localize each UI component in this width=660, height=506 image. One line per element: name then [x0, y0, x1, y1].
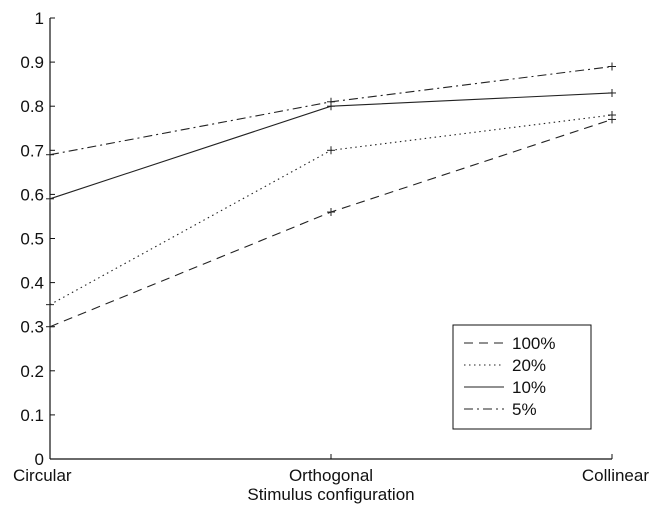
legend-label: 10% — [512, 378, 546, 397]
legend-label: 5% — [512, 400, 537, 419]
y-tick-label: 0.3 — [20, 318, 44, 337]
data-point-marker — [608, 88, 616, 97]
data-point-marker — [608, 62, 616, 71]
legend: 100% 20% 10% 5% — [452, 324, 592, 430]
y-tick-label: 0 — [35, 450, 44, 469]
y-tick-label: 0.8 — [20, 97, 44, 116]
x-axis-title: Stimulus configuration — [247, 485, 414, 504]
data-point-marker — [46, 194, 54, 203]
series-layer — [46, 62, 616, 331]
legend-box — [452, 324, 592, 430]
data-point-marker — [46, 322, 54, 331]
y-tick-label: 0.9 — [20, 53, 44, 72]
x-tick-label: Circular — [13, 466, 72, 485]
data-point-marker — [46, 300, 54, 309]
data-point-marker — [608, 111, 616, 120]
y-tick-label: 0.1 — [20, 406, 44, 425]
data-point-marker — [327, 208, 335, 217]
series-line-3 — [49, 65, 613, 156]
data-point-marker — [327, 97, 335, 106]
x-tick-label: Collinear — [582, 466, 649, 485]
legend-label: 20% — [512, 356, 546, 375]
data-point-marker — [46, 150, 54, 159]
y-tick-label: 0.6 — [20, 185, 44, 204]
legend-label: 100% — [512, 334, 555, 353]
y-tick-label: 0.7 — [20, 141, 44, 160]
axes: 0 0.1 0.2 0.3 0.4 0.5 0.6 0.7 0.8 0.9 1 Circular Ort… — [13, 9, 649, 485]
data-point-marker — [327, 146, 335, 155]
y-tick-label: 0.4 — [20, 274, 44, 293]
x-tick-label: Orthogonal — [289, 466, 373, 485]
y-tick-label: 0.2 — [20, 362, 44, 381]
y-tick-label: 0.5 — [20, 230, 44, 249]
y-tick-label: 1 — [35, 9, 44, 28]
